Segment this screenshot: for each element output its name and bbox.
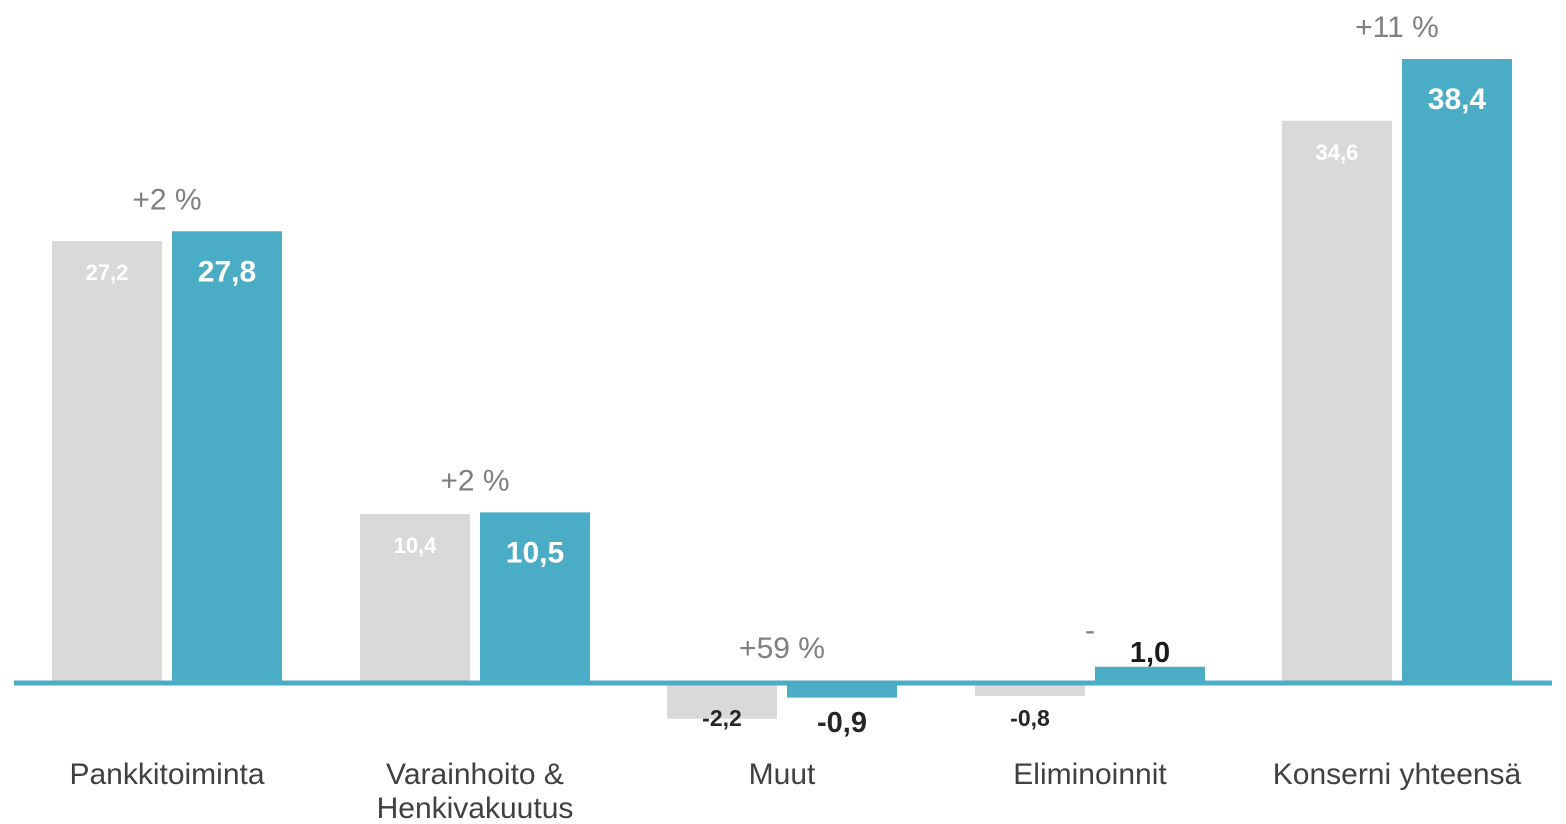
bar-s1-c2 — [787, 683, 897, 698]
value-label: 38,4 — [1428, 83, 1487, 116]
value-label: 34,6 — [1316, 140, 1359, 165]
value-label: 27,8 — [198, 255, 256, 288]
bar-s0-c4 — [1282, 120, 1392, 683]
bar-s1-c0 — [172, 231, 282, 683]
bar-s1-c4 — [1402, 59, 1512, 683]
change-label: +2 % — [440, 464, 509, 497]
value-label: 10,5 — [506, 536, 564, 569]
category-label: Henkivakuutus — [377, 792, 574, 824]
bars-layer — [52, 59, 1512, 719]
value-label: -0,9 — [817, 707, 867, 739]
value-label: 10,4 — [394, 533, 438, 558]
change-label: +2 % — [132, 183, 201, 216]
value-label: 1,0 — [1130, 637, 1170, 669]
value-label: -0,8 — [1010, 705, 1050, 731]
bar-s0-c2 — [667, 683, 777, 719]
value-label: 27,2 — [86, 260, 129, 285]
category-label: Pankkitoiminta — [69, 758, 264, 791]
category-label: Varainhoito & — [386, 758, 564, 791]
category-label: Muut — [749, 758, 816, 791]
bar-s1-c3 — [1095, 666, 1205, 683]
bar-s0-c3 — [975, 683, 1085, 696]
category-label: Konserni yhteensä — [1273, 758, 1522, 791]
bar-s0-c1 — [360, 514, 470, 683]
value-label: -2,2 — [702, 705, 742, 731]
bar-s1-c1 — [480, 512, 590, 683]
category-label: Eliminoinnit — [1013, 758, 1167, 791]
change-label: +11 % — [1355, 11, 1439, 44]
change-label: - — [1085, 614, 1095, 647]
change-label: +59 % — [739, 632, 825, 665]
bar-s0-c0 — [52, 241, 162, 683]
labels-layer: 27,2 27,8 +2 % Pankkitoiminta 10,4 10,5 +2 % Va… — [69, 11, 1521, 824]
